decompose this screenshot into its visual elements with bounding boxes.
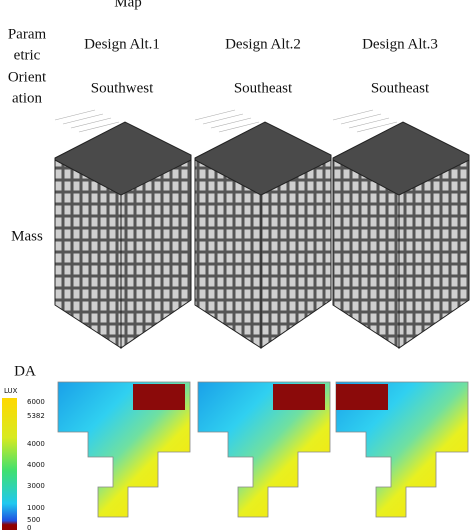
title: Map xyxy=(114,0,142,10)
building xyxy=(332,109,470,349)
hatch xyxy=(70,117,112,129)
row-label: Param xyxy=(8,26,47,42)
hatch xyxy=(54,109,96,121)
hatch xyxy=(210,117,252,129)
hatch xyxy=(356,121,398,133)
row-label: Mass xyxy=(11,228,43,244)
hatch xyxy=(218,121,260,133)
hatch xyxy=(340,113,382,125)
core-area xyxy=(133,384,185,410)
legend-tick: 1000 xyxy=(27,504,45,512)
legend-unit: LUX xyxy=(4,387,18,395)
hatch xyxy=(194,109,236,121)
row-label: DA xyxy=(14,363,36,379)
daylight-map xyxy=(57,381,191,518)
legend-tick: 4000 xyxy=(27,440,45,448)
row-label: etric xyxy=(14,47,41,63)
legend-bar xyxy=(2,398,17,530)
legend-tick: 500 xyxy=(27,516,40,524)
daylight-map xyxy=(335,381,469,518)
orientation: Southwest xyxy=(91,80,154,96)
column-header: Design Alt.1 xyxy=(84,36,160,52)
daylight-map xyxy=(197,381,331,518)
column-header: Design Alt.2 xyxy=(225,36,301,52)
building xyxy=(194,109,332,349)
legend-tick: 5382 xyxy=(27,412,45,420)
hatch xyxy=(62,113,104,125)
legend-tick: 6000 xyxy=(27,398,45,406)
legend-tick: 4000 xyxy=(27,461,45,469)
facade-right xyxy=(120,159,192,349)
hatch xyxy=(332,109,374,121)
core-area xyxy=(273,384,325,410)
legend-tick: 3000 xyxy=(27,482,45,490)
column-header: Design Alt.3 xyxy=(362,36,438,52)
facade-right xyxy=(398,159,470,349)
hatch xyxy=(202,113,244,125)
orientation: Southeast xyxy=(234,80,293,96)
row-label: ation xyxy=(12,90,42,106)
building xyxy=(54,109,192,349)
hatch xyxy=(348,117,390,129)
row-label: Orient xyxy=(8,69,47,85)
core-area xyxy=(336,384,388,410)
facade-right xyxy=(260,159,332,349)
hatch xyxy=(78,121,120,133)
legend-tick: 0 xyxy=(27,524,31,532)
orientation: Southeast xyxy=(371,80,430,96)
